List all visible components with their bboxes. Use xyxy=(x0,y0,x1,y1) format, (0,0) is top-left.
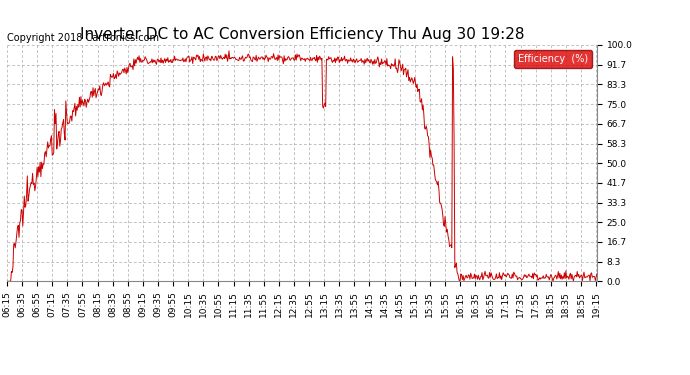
Text: Copyright 2018 Cartronics.com: Copyright 2018 Cartronics.com xyxy=(8,33,159,43)
Legend: Efficiency  (%): Efficiency (%) xyxy=(514,50,592,68)
Title: Inverter DC to AC Conversion Efficiency Thu Aug 30 19:28: Inverter DC to AC Conversion Efficiency … xyxy=(79,27,524,42)
